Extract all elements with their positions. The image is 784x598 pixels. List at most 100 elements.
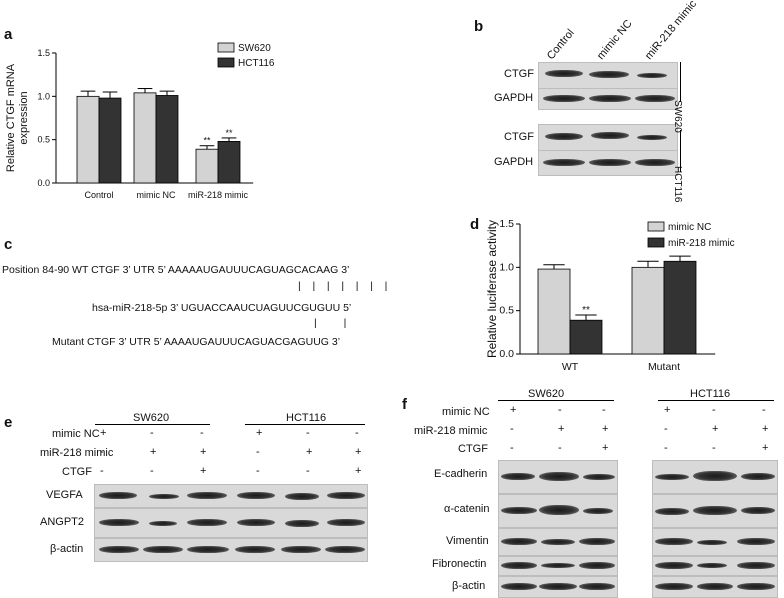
blot-b-col-mimic-nc: mimic NC	[594, 17, 635, 62]
blot-e-row-angpt2	[94, 508, 368, 538]
blot-f-sign: -	[558, 442, 562, 454]
ytick-label-d: 0.0	[499, 348, 514, 360]
legend-swatch-d	[647, 237, 665, 248]
panel-label-c: c	[4, 236, 13, 253]
bar-d	[631, 266, 665, 355]
blot-b-row-ctgf-sw620	[538, 62, 678, 90]
blot-e-group-hct116: HCT116	[286, 412, 327, 424]
blot-b-label-ctgf-1: CTGF	[504, 68, 534, 80]
ytick-label-d: 0.5	[499, 305, 514, 317]
blot-f-sign: -	[762, 404, 766, 416]
bar-a	[217, 140, 241, 184]
legend-swatch-d	[647, 221, 665, 232]
blot-e-sign: -	[306, 427, 310, 439]
xtick-label-a: mimic NC	[137, 190, 176, 200]
legend-label-a: SW620	[238, 43, 271, 54]
blot-f-sign: +	[664, 404, 671, 416]
blot-f-sign: +	[762, 423, 769, 435]
significance-a: **	[203, 136, 211, 146]
blot-f-cond-mimic-nc: mimic NC	[442, 406, 490, 418]
blot-f-row-acat-hct116	[652, 494, 778, 528]
panel-label-f: f	[402, 396, 407, 413]
blot-b-label-ctgf-2: CTGF	[504, 131, 534, 143]
blot-b-label-gapdh-1: GAPDH	[494, 92, 534, 104]
blot-e-label-bactin: β-actin	[50, 543, 84, 555]
blot-b-row-gapdh-hct116	[538, 150, 678, 176]
blot-f-row-vim-sw620	[498, 528, 618, 556]
blot-e-sign: -	[256, 465, 260, 477]
xtick-label-d: WT	[562, 361, 579, 373]
bar-a	[155, 95, 179, 184]
bar-a	[98, 97, 122, 184]
legend-label-d: miR-218 mimic	[668, 238, 735, 249]
ylabel-a: Relative CTGF mRNA	[5, 63, 17, 172]
bar-a	[195, 148, 219, 184]
blot-b-row-ctgf-hct116	[538, 124, 678, 152]
blot-e-sign: +	[100, 427, 107, 439]
blot-f-row-ecad-hct116	[652, 460, 778, 494]
blot-b-label-gapdh-2: GAPDH	[494, 156, 534, 168]
xtick-label-a: miR-218 mimic	[188, 190, 249, 200]
blot-e-sign: -	[100, 446, 104, 458]
blot-e-sign: +	[355, 465, 362, 477]
blot-f-sign: -	[664, 442, 668, 454]
blot-b-bracket-hct116	[680, 130, 681, 172]
blot-f-sign: -	[510, 423, 514, 435]
blot-e-sign: +	[355, 446, 362, 458]
blot-f-sign: +	[510, 404, 517, 416]
blot-f-sign: +	[602, 423, 609, 435]
blot-f-row-bactin-hct116	[652, 576, 778, 598]
blot-f-cond-ctgf: CTGF	[458, 443, 488, 455]
bar-a	[133, 92, 157, 184]
blot-f-cond-mir218: miR-218 mimic	[414, 425, 488, 437]
blot-f-group-sw620: SW620	[528, 388, 565, 400]
blot-e-sign: -	[100, 465, 104, 477]
ytick-label-d: 1.5	[499, 218, 514, 230]
blot-f-sign: -	[712, 442, 716, 454]
legend-swatch-a	[217, 42, 235, 53]
significance-d: **	[582, 305, 590, 316]
panel-label-a: a	[4, 26, 13, 43]
xtick-label-a: Control	[84, 190, 113, 200]
blot-e-label-vegfa: VEGFA	[46, 489, 83, 501]
blot-e-row-bactin	[94, 538, 368, 562]
blot-f-row-ecad-sw620	[498, 460, 618, 494]
ytick-label-a: 0.5	[37, 135, 50, 145]
blot-e-sign: -	[355, 427, 359, 439]
legend-label-d: mimic NC	[668, 222, 711, 233]
blot-f-sign: -	[712, 404, 716, 416]
ytick-label-a: 1.5	[37, 48, 50, 58]
blot-e-sign: -	[150, 427, 154, 439]
blot-b-row-gapdh-sw620	[538, 88, 678, 110]
blot-b-group-hct116: HCT116	[672, 166, 683, 203]
blot-f-sign: -	[558, 404, 562, 416]
blot-f-sign: +	[712, 423, 719, 435]
blot-e-cond-mir218: miR-218 mimic	[40, 447, 114, 459]
seq-pairing-mut: | |	[314, 317, 359, 329]
blot-f-row-fn-sw620	[498, 556, 618, 576]
blot-f-row-fn-hct116	[652, 556, 778, 576]
blot-f-sign: -	[602, 404, 606, 416]
blot-f-label-acat: α-catenin	[444, 503, 490, 515]
panel-label-e: e	[4, 414, 13, 431]
blot-b-bracket-sw620	[680, 62, 681, 102]
bar-a	[76, 95, 100, 184]
seq-mirna: hsa-miR-218-5p 3’ UGUACCAAUCUAGUUCGUGUU …	[92, 302, 352, 314]
ytick-label-d: 1.0	[499, 261, 514, 273]
blot-f-sign: +	[558, 423, 565, 435]
blot-f-label-bactin: β-actin	[452, 580, 486, 592]
panel-label-b: b	[474, 18, 484, 35]
blot-e-sign: +	[150, 446, 157, 458]
blot-e-sign: -	[150, 465, 154, 477]
blot-f-label-ecad: E-cadherin	[434, 468, 488, 480]
blot-e-sign: -	[256, 446, 260, 458]
blot-f-row-bactin-sw620	[498, 576, 618, 598]
blot-e-row-vegfa	[94, 484, 368, 508]
ytick-label-a: 0.0	[37, 178, 50, 188]
legend-swatch-a	[217, 57, 235, 68]
blot-e-sign: +	[200, 465, 207, 477]
ylabel-d: Relative luciferase activity	[485, 220, 499, 358]
blot-f-row-acat-sw620	[498, 494, 618, 528]
blot-e-group-sw620: SW620	[133, 412, 170, 424]
blot-b-col-control: Control	[544, 27, 577, 62]
